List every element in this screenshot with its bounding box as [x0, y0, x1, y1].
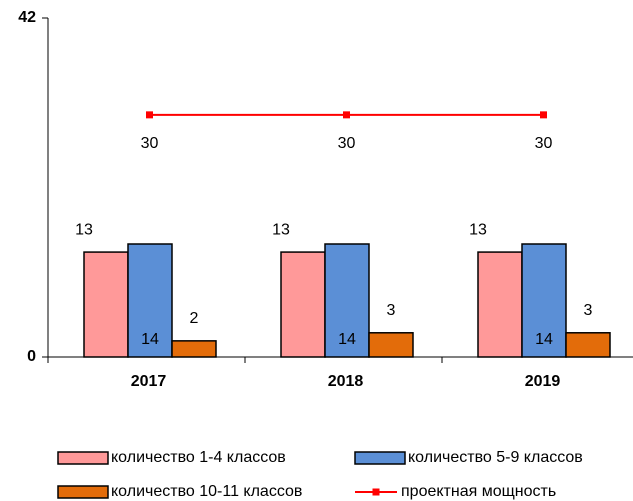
line-marker [146, 111, 153, 119]
data-label: 3 [387, 302, 396, 319]
data-label: 14 [141, 331, 159, 348]
data-label: 13 [469, 221, 487, 238]
line-marker [540, 111, 547, 119]
data-label: 13 [272, 221, 290, 238]
data-label: 14 [338, 331, 356, 348]
y-tick-label: 42 [18, 9, 36, 26]
bar [280, 251, 326, 358]
x-tick-label: 2017 [131, 373, 167, 390]
y-tick-label: 0 [27, 348, 36, 365]
legend-swatch [57, 485, 109, 499]
bar [477, 251, 523, 358]
legend-swatch [57, 451, 109, 465]
legend-marker [372, 488, 380, 496]
bar [171, 340, 217, 358]
legend-label: проектная мощность [401, 483, 556, 500]
bar [368, 332, 414, 358]
line-marker [343, 111, 350, 119]
bar [324, 243, 370, 358]
legend-swatch [354, 451, 406, 465]
bar [127, 243, 173, 358]
legend-label: количество 5-9 классов [408, 449, 583, 466]
bar [565, 332, 611, 358]
data-label: 30 [535, 135, 553, 152]
x-tick-label: 2019 [525, 373, 561, 390]
data-label: 30 [338, 135, 356, 152]
legend-label: количество 10-11 классов [111, 483, 302, 500]
bar [83, 251, 129, 358]
data-label: 30 [141, 135, 159, 152]
data-label: 14 [535, 331, 553, 348]
data-label: 2 [190, 310, 199, 327]
legend-label: количество 1-4 классов [111, 449, 286, 466]
bar [521, 243, 567, 358]
data-label: 13 [75, 221, 93, 238]
data-label: 3 [584, 302, 593, 319]
x-tick-label: 2018 [328, 373, 364, 390]
